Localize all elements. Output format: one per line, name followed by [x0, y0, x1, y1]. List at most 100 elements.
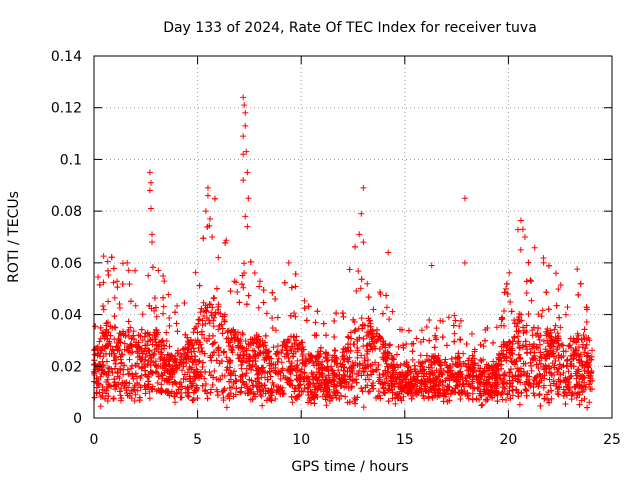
roti-point: [517, 217, 524, 224]
roti-point: [543, 289, 550, 296]
roti-point: [172, 399, 179, 406]
roti-point: [556, 383, 563, 390]
roti-point: [413, 391, 420, 398]
roti-point: [408, 395, 415, 402]
roti-point: [462, 360, 469, 367]
roti-point: [91, 394, 98, 401]
roti-point: [520, 324, 527, 331]
roti-point: [214, 306, 221, 313]
roti-point: [471, 355, 478, 362]
roti-point: [191, 369, 198, 376]
roti-point: [215, 254, 222, 261]
roti-point: [543, 369, 550, 376]
roti-point: [586, 381, 593, 388]
roti-point: [539, 373, 546, 380]
roti-point: [389, 395, 396, 402]
roti-point: [243, 301, 250, 308]
roti-point: [210, 317, 217, 324]
roti-point: [274, 314, 281, 321]
x-tick-label: 20: [499, 432, 517, 448]
roti-point: [233, 385, 240, 392]
roti-point: [341, 384, 348, 391]
roti-point: [301, 369, 308, 376]
roti-point: [468, 330, 475, 337]
roti-point: [128, 387, 135, 394]
roti-point: [516, 345, 523, 352]
roti-point: [106, 382, 113, 389]
roti-point: [508, 366, 515, 373]
roti-point: [292, 313, 299, 320]
roti-point: [189, 341, 196, 348]
roti-point: [178, 394, 185, 401]
roti-point: [491, 372, 498, 379]
roti-point: [385, 398, 392, 405]
roti-point: [146, 302, 153, 309]
roti-point: [202, 208, 209, 215]
roti-point: [286, 376, 293, 383]
roti-point: [209, 234, 216, 240]
roti-point: [486, 373, 493, 380]
roti-point: [469, 390, 476, 397]
roti-point: [116, 388, 123, 395]
roti-point: [243, 347, 250, 354]
roti-point: [190, 379, 197, 386]
roti-point: [102, 330, 109, 337]
roti-point: [573, 352, 580, 359]
roti-point: [201, 375, 208, 382]
roti-point: [158, 388, 165, 395]
roti-point: [204, 395, 211, 402]
roti-point: [91, 372, 98, 379]
roti-point: [145, 332, 152, 339]
roti-point: [211, 294, 218, 301]
roti-point: [351, 328, 358, 335]
roti-point: [330, 378, 337, 385]
roti-point: [354, 344, 361, 351]
roti-point: [523, 392, 530, 399]
roti-point: [325, 372, 332, 379]
roti-point: [512, 358, 519, 365]
roti-point: [198, 305, 205, 312]
roti-point: [377, 291, 384, 298]
roti-point: [372, 359, 379, 366]
roti-point: [366, 317, 373, 324]
roti-point: [215, 345, 222, 352]
roti-point: [532, 355, 539, 362]
roti-point: [306, 380, 313, 387]
roti-point: [552, 358, 559, 365]
roti-point: [123, 387, 130, 394]
roti-point: [310, 359, 317, 366]
roti-point: [389, 363, 396, 370]
roti-point: [299, 351, 306, 358]
roti-point: [498, 365, 505, 372]
roti-point: [199, 382, 206, 389]
roti-point: [132, 391, 139, 398]
roti-point: [225, 339, 232, 346]
roti-point: [364, 280, 371, 287]
roti-point: [560, 392, 567, 399]
roti-point: [354, 354, 361, 361]
roti-point: [433, 325, 440, 332]
roti-point: [527, 359, 534, 366]
roti-point: [567, 360, 574, 367]
roti-point: [512, 372, 519, 379]
roti-point: [384, 354, 391, 361]
roti-point: [245, 195, 252, 202]
roti-point: [403, 359, 410, 366]
roti-point: [530, 324, 537, 331]
roti-point: [449, 387, 456, 394]
roti-point: [165, 291, 172, 298]
roti-point: [136, 397, 143, 404]
roti-point: [535, 325, 542, 332]
roti-point: [100, 279, 107, 286]
roti-point: [159, 337, 166, 344]
roti-point: [117, 365, 124, 372]
roti-point: [551, 364, 558, 371]
roti-point: [360, 368, 367, 375]
roti-point: [491, 389, 498, 396]
roti-point: [120, 366, 127, 373]
roti-point: [436, 386, 443, 393]
roti-point: [431, 389, 438, 396]
roti-point: [269, 289, 276, 296]
y-tick-label: 0.08: [51, 204, 82, 220]
roti-point: [514, 333, 521, 340]
